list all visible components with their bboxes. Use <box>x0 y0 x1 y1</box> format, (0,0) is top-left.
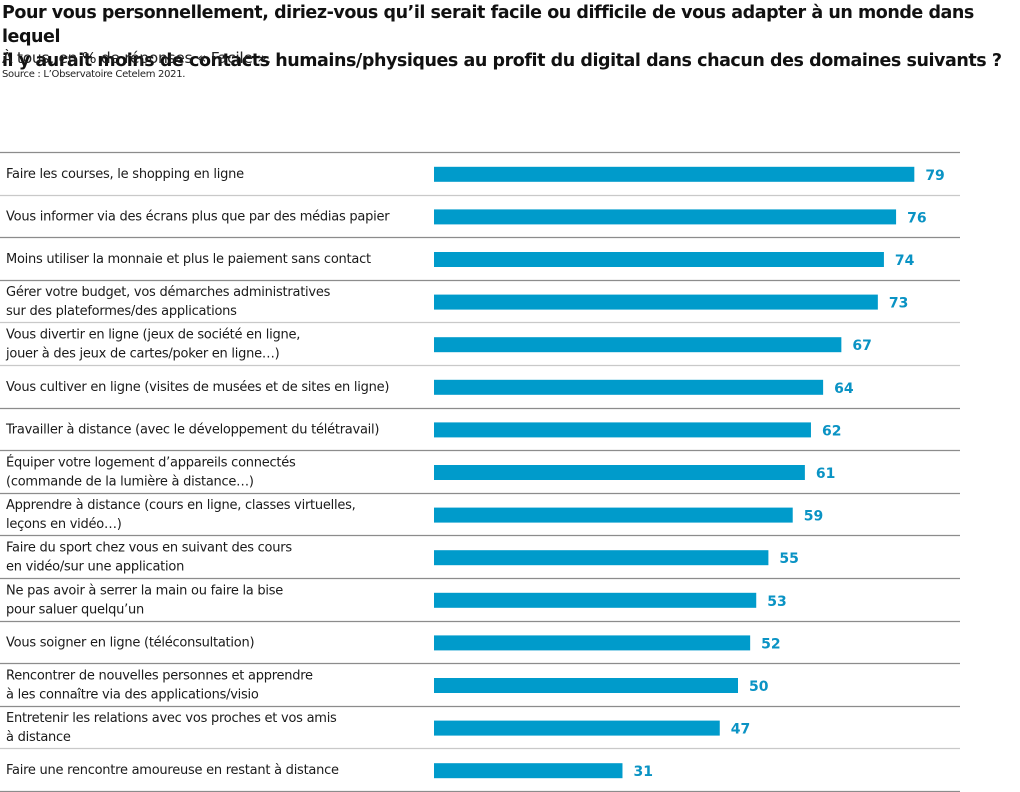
value-label: 31 <box>633 764 652 780</box>
bar <box>434 166 915 182</box>
bar <box>434 294 878 310</box>
bar <box>434 720 720 736</box>
bar <box>434 678 738 693</box>
bar <box>434 337 842 353</box>
category-label-line: (commande de la lumière à distance…) <box>6 475 254 490</box>
category-label-line: Ne pas avoir à serrer la main ou faire l… <box>6 583 283 598</box>
category-label-line: Équiper votre logement d’appareils conne… <box>6 455 296 471</box>
value-label: 76 <box>907 210 926 226</box>
value-label: 61 <box>816 466 835 482</box>
category-label: Vous soigner en ligne (téléconsultation) <box>6 635 254 650</box>
category-label: Vous informer via des écrans plus que pa… <box>6 209 390 224</box>
category-label: Faire une rencontre amoureuse en restant… <box>6 763 339 778</box>
category-label: Entretenir les relations avec vos proche… <box>6 711 337 745</box>
category-label: Ne pas avoir à serrer la main ou faire l… <box>6 583 283 617</box>
category-label-line: à distance <box>6 730 71 745</box>
category-label-line: Vous divertir en ligne (jeux de société … <box>6 328 300 343</box>
category-label: Travailler à distance (avec le développe… <box>5 422 379 437</box>
category-label: Apprendre à distance (cours en ligne, cl… <box>6 498 356 532</box>
category-label-line: Rencontrer de nouvelles personnes et app… <box>6 669 313 684</box>
category-label: Moins utiliser la monnaie et plus le pai… <box>6 252 371 267</box>
bar <box>434 252 884 267</box>
category-label: Gérer votre budget, vos démarches admini… <box>6 285 331 319</box>
bar <box>434 635 751 651</box>
value-label: 74 <box>895 253 915 269</box>
bar <box>434 422 811 438</box>
chart-title-line-2: il y aurait moins de contacts humains/ph… <box>2 51 1002 71</box>
bar <box>434 465 805 480</box>
category-label-line: Entretenir les relations avec vos proche… <box>6 711 337 726</box>
category-label: Rencontrer de nouvelles personnes et app… <box>6 669 313 703</box>
category-label-line: Gérer votre budget, vos démarches admini… <box>6 285 331 300</box>
category-label-line: à les connaître via des applications/vis… <box>6 688 259 703</box>
category-label: Vous cultiver en ligne (visites de musée… <box>6 380 389 395</box>
value-label: 52 <box>761 636 780 652</box>
category-label-line: sur des plateformes/des applications <box>6 304 237 319</box>
category-label-line: leçons en vidéo…) <box>6 517 122 532</box>
bar <box>434 550 769 566</box>
bar <box>434 209 897 225</box>
value-label: 67 <box>852 338 871 354</box>
chart-subtitle: À tous, en % de réponses « Facile ». <box>2 49 272 67</box>
value-label: 55 <box>779 551 798 567</box>
value-label: 62 <box>822 423 841 439</box>
value-label: 64 <box>834 381 854 397</box>
value-label: 50 <box>749 679 769 695</box>
bar <box>434 379 824 395</box>
category-label-line: pour saluer quelqu’un <box>6 602 144 617</box>
bar <box>434 592 757 608</box>
bar-chart: Faire les courses, le shopping en ligne 7… <box>0 151 960 792</box>
value-label: 59 <box>804 509 823 525</box>
category-label-line: jouer à des jeux de cartes/poker en lign… <box>5 347 279 362</box>
value-label: 53 <box>767 594 786 610</box>
category-label: Faire du sport chez vous en suivant des … <box>6 541 292 575</box>
chart-title-line-1: Pour vous personnellement, diriez-vous q… <box>2 3 974 47</box>
category-label-line: en vidéo/sur une application <box>6 560 184 575</box>
value-label: 79 <box>925 168 944 184</box>
category-label: Faire les courses, le shopping en ligne <box>6 167 244 182</box>
value-label: 47 <box>731 722 750 738</box>
bar <box>434 763 623 779</box>
value-label: 73 <box>889 296 908 312</box>
category-label-line: Apprendre à distance (cours en ligne, cl… <box>6 498 356 513</box>
category-label-line: Faire du sport chez vous en suivant des … <box>6 541 292 556</box>
category-label: Équiper votre logement d’appareils conne… <box>6 455 296 490</box>
bar <box>434 507 793 523</box>
category-label: Vous divertir en ligne (jeux de société … <box>5 328 300 362</box>
chart-title: Pour vous personnellement, diriez-vous q… <box>2 1 1012 73</box>
chart-source: Source : L’Observatoire Cetelem 2021. <box>2 69 186 80</box>
